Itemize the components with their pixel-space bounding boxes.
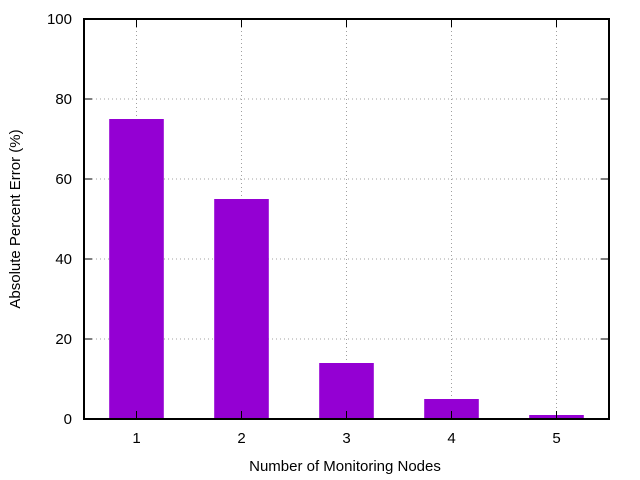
bar-3 [319,363,374,419]
x-tick-label: 3 [342,430,350,447]
ticks: 0 20 40 60 80 100 1 2 3 4 5 [47,11,609,447]
bar-2 [214,199,269,419]
plot-frame [83,18,610,420]
x-tick-label: 2 [237,430,245,447]
y-tick-label: 80 [55,91,72,108]
x-tick-label: 5 [552,430,560,447]
bar-1 [109,119,164,419]
x-axis-title: Number of Monitoring Nodes [249,458,441,475]
y-tick-label: 20 [55,331,72,348]
y-tick-label: 40 [55,251,72,268]
y-axis-title: Absolute Percent Error (%) [7,129,24,308]
y-tick-label: 100 [47,11,72,28]
y-tick-label: 60 [55,171,72,188]
x-tick-label: 1 [132,430,140,447]
bar-4 [424,399,479,419]
y-tick-label: 0 [64,411,72,428]
x-tick-label: 4 [447,430,455,447]
